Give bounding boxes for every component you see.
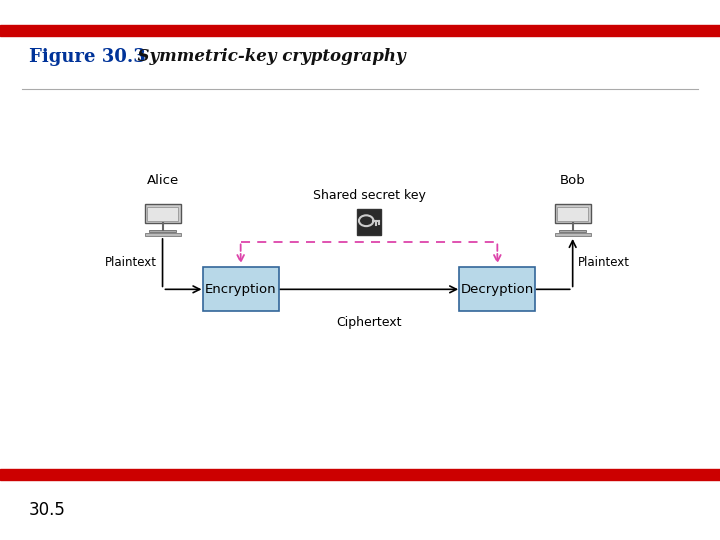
Text: Plaintext: Plaintext (578, 256, 630, 269)
Text: Shared secret key: Shared secret key (312, 189, 426, 202)
Bar (149, 230, 176, 232)
Text: Symmetric-key cryptography: Symmetric-key cryptography (126, 48, 405, 65)
Text: 30.5: 30.5 (29, 501, 66, 519)
Text: Ciphertext: Ciphertext (336, 316, 402, 329)
Text: Alice: Alice (146, 174, 179, 187)
Bar (145, 233, 181, 236)
Bar (356, 210, 382, 235)
FancyBboxPatch shape (203, 267, 279, 312)
FancyBboxPatch shape (459, 267, 535, 312)
Bar (148, 207, 178, 221)
Bar (554, 205, 590, 224)
Text: Bob: Bob (559, 174, 585, 187)
Bar (145, 205, 181, 224)
Bar (559, 230, 587, 232)
Bar (557, 207, 588, 221)
Text: Decryption: Decryption (461, 283, 534, 296)
Text: Encryption: Encryption (205, 283, 276, 296)
Text: Figure 30.3: Figure 30.3 (29, 48, 145, 66)
Text: Plaintext: Plaintext (105, 256, 157, 269)
Bar (554, 233, 590, 236)
